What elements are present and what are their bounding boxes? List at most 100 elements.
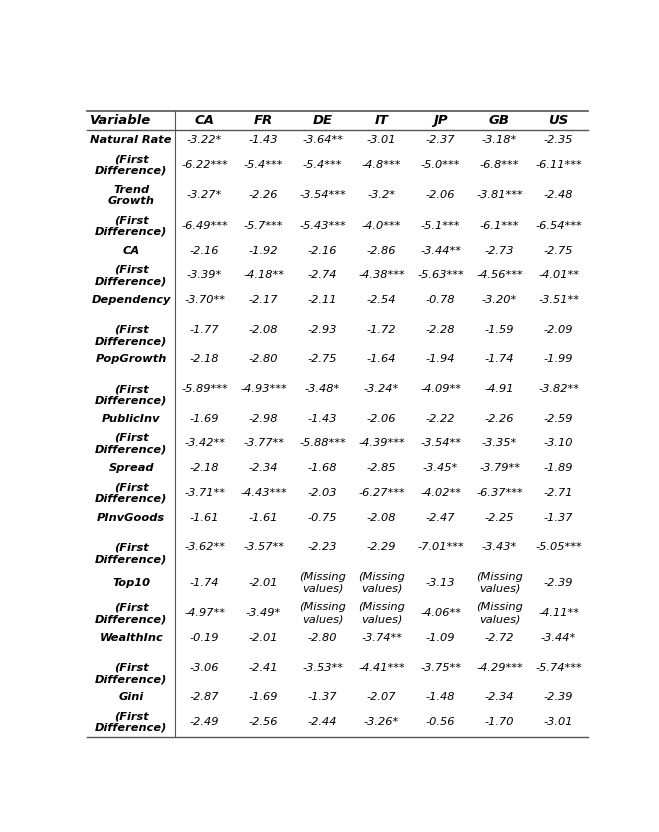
Text: -4.8***: -4.8*** [362, 160, 401, 170]
Text: -3.70**: -3.70** [184, 295, 225, 305]
Text: (First
Difference): (First Difference) [95, 154, 167, 176]
Text: -6.1***: -6.1*** [480, 220, 519, 230]
Text: -1.74: -1.74 [485, 354, 514, 364]
Text: -1.59: -1.59 [485, 324, 514, 334]
Text: -2.26: -2.26 [248, 191, 278, 201]
Text: -1.37: -1.37 [544, 513, 573, 522]
Text: -2.22: -2.22 [426, 414, 455, 423]
Text: -3.49*: -3.49* [246, 608, 281, 618]
Text: -4.39***: -4.39*** [358, 438, 405, 448]
Text: -2.34: -2.34 [248, 463, 278, 473]
Text: -2.71: -2.71 [544, 488, 573, 498]
Text: -1.72: -1.72 [367, 324, 396, 334]
Text: -2.09: -2.09 [544, 324, 573, 334]
Text: (Missing
values): (Missing values) [476, 602, 523, 624]
Text: -0.19: -0.19 [190, 633, 219, 643]
Text: -2.86: -2.86 [367, 245, 396, 255]
Text: (First
Difference): (First Difference) [95, 265, 167, 286]
Text: (First
Difference): (First Difference) [95, 531, 167, 564]
Text: -0.78: -0.78 [426, 295, 455, 305]
Text: -2.93: -2.93 [308, 324, 337, 334]
Text: Trend
Growth: Trend Growth [107, 185, 155, 206]
Text: -3.54***: -3.54*** [299, 191, 346, 201]
Text: -4.91: -4.91 [485, 384, 514, 394]
Text: -4.97**: -4.97** [184, 608, 225, 618]
Text: -2.80: -2.80 [308, 633, 337, 643]
Text: Gini: Gini [119, 692, 144, 702]
Text: (First
Difference): (First Difference) [95, 215, 167, 236]
Text: US: US [548, 115, 569, 127]
Text: -2.85: -2.85 [367, 463, 396, 473]
Text: WealthInc: WealthInc [100, 633, 163, 643]
Text: -2.01: -2.01 [248, 577, 278, 587]
Text: -1.61: -1.61 [248, 513, 278, 522]
Text: JP: JP [433, 115, 448, 127]
Text: -3.01: -3.01 [544, 717, 573, 727]
Text: DE: DE [312, 115, 333, 127]
Text: -4.93***: -4.93*** [240, 384, 287, 394]
Text: -1.68: -1.68 [308, 463, 337, 473]
Text: -2.37: -2.37 [426, 135, 455, 145]
Text: Spread: Spread [109, 463, 154, 473]
Text: -5.7***: -5.7*** [244, 220, 283, 230]
Text: -1.92: -1.92 [248, 245, 278, 255]
Text: CA: CA [194, 115, 214, 127]
Text: -5.63***: -5.63*** [417, 270, 464, 280]
Text: -3.18*: -3.18* [482, 135, 517, 145]
Text: -3.39*: -3.39* [187, 270, 222, 280]
Text: -6.54***: -6.54*** [535, 220, 582, 230]
Text: -3.44*: -3.44* [541, 633, 576, 643]
Text: -4.11**: -4.11** [538, 608, 579, 618]
Text: -7.01***: -7.01*** [417, 542, 464, 552]
Text: -1.69: -1.69 [190, 414, 219, 423]
Text: (First
Difference): (First Difference) [95, 314, 167, 346]
Text: -5.43***: -5.43*** [299, 220, 346, 230]
Text: -2.06: -2.06 [426, 191, 455, 201]
Text: Variable: Variable [90, 115, 152, 127]
Text: (Missing
values): (Missing values) [358, 602, 405, 624]
Text: (First
Difference): (First Difference) [95, 602, 167, 624]
Text: Dependency: Dependency [92, 295, 171, 305]
Text: -2.73: -2.73 [485, 245, 514, 255]
Text: -5.4***: -5.4*** [302, 160, 342, 170]
Text: -3.62**: -3.62** [184, 542, 225, 552]
Text: -2.75: -2.75 [544, 245, 573, 255]
Text: -4.38***: -4.38*** [358, 270, 405, 280]
Text: -2.26: -2.26 [485, 414, 514, 423]
Text: -2.16: -2.16 [190, 245, 219, 255]
Text: -3.13: -3.13 [426, 577, 455, 587]
Text: -1.09: -1.09 [426, 633, 455, 643]
Text: -3.01: -3.01 [367, 135, 396, 145]
Text: -2.59: -2.59 [544, 414, 573, 423]
Text: -6.8***: -6.8*** [480, 160, 519, 170]
Text: -3.53**: -3.53** [302, 662, 343, 672]
Text: (First
Difference): (First Difference) [95, 433, 167, 454]
Text: -2.03: -2.03 [308, 488, 337, 498]
Text: -1.64: -1.64 [367, 354, 396, 364]
Text: -2.98: -2.98 [248, 414, 278, 423]
Text: -2.18: -2.18 [190, 463, 219, 473]
Text: (First
Difference): (First Difference) [95, 373, 167, 406]
Text: -4.06**: -4.06** [420, 608, 461, 618]
Text: -1.43: -1.43 [248, 135, 278, 145]
Text: -2.34: -2.34 [485, 692, 514, 702]
Text: -2.18: -2.18 [190, 354, 219, 364]
Text: -6.37***: -6.37*** [476, 488, 523, 498]
Text: -1.69: -1.69 [248, 692, 278, 702]
Text: -2.08: -2.08 [248, 324, 278, 334]
Text: -4.41***: -4.41*** [358, 662, 405, 672]
Text: -1.94: -1.94 [426, 354, 455, 364]
Text: -2.48: -2.48 [544, 191, 573, 201]
Text: -3.22*: -3.22* [187, 135, 222, 145]
Text: -5.88***: -5.88*** [299, 438, 346, 448]
Text: -2.54: -2.54 [367, 295, 396, 305]
Text: (First
Difference): (First Difference) [95, 483, 167, 504]
Text: -3.06: -3.06 [190, 662, 219, 672]
Text: -4.01**: -4.01** [538, 270, 579, 280]
Text: -4.29***: -4.29*** [476, 662, 523, 672]
Text: -3.81***: -3.81*** [476, 191, 523, 201]
Text: -5.0***: -5.0*** [420, 160, 460, 170]
Text: (Missing
values): (Missing values) [299, 572, 346, 593]
Text: -1.70: -1.70 [485, 717, 514, 727]
Text: -5.4***: -5.4*** [244, 160, 283, 170]
